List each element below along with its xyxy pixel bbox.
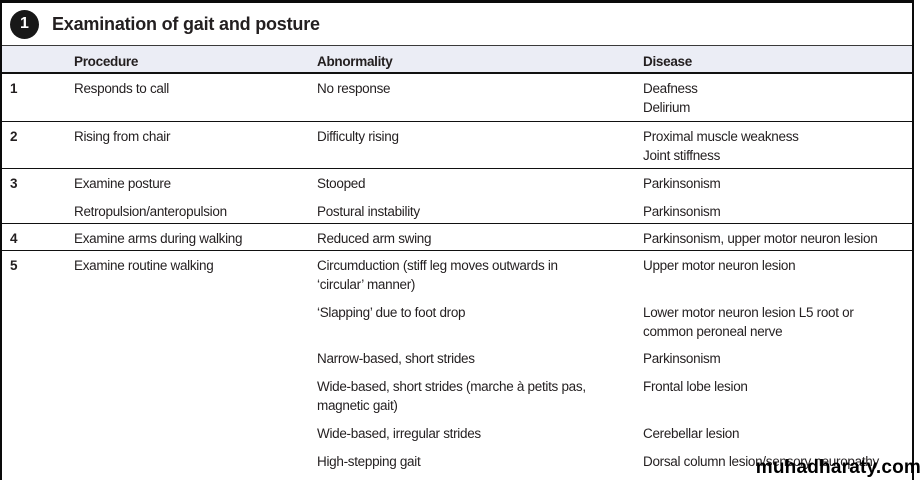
header-abnormality: Abnormality (317, 54, 393, 69)
title-bar: 1 Examination of gait and posture (2, 3, 912, 46)
row-subrows: Examine posture Stooped Parkinsonism Ret… (74, 169, 912, 223)
table-row: 5 Examine routine walking Circumduction … (2, 251, 912, 471)
sub-row: High-stepping gait Dorsal column lesion/… (317, 447, 912, 471)
abnormality-cell: Circumduction (stiff leg moves outwards … (317, 258, 558, 292)
procedure-cell: Examine arms during walking (74, 231, 243, 246)
header-procedure: Procedure (74, 54, 139, 69)
abnormality-cell: Reduced arm swing (317, 231, 432, 246)
disease-cell: Frontal lobe lesion (643, 379, 748, 394)
disease-cell: Deafness Delirium (643, 81, 698, 115)
sub-row: Retropulsion/anteropulsion Postural inst… (74, 197, 912, 221)
abnormality-cell: Stooped (317, 176, 366, 191)
row-number: 2 (10, 129, 18, 144)
row-subrows: Circumduction (stiff leg moves outwards … (317, 251, 912, 471)
procedure-cell: Examine routine walking (74, 258, 214, 273)
procedure-cell: Examine posture (74, 176, 171, 191)
sub-row: Circumduction (stiff leg moves outwards … (317, 251, 912, 298)
table-row: 4 Examine arms during walking Reduced ar… (2, 224, 912, 251)
abnormality-cell: Wide-based, irregular strides (317, 426, 481, 441)
disease-cell: Parkinsonism, upper motor neuron lesion (643, 231, 878, 246)
disease-cell: Lower motor neuron lesion L5 root or com… (643, 305, 854, 339)
row-number: 4 (10, 231, 18, 246)
disease-cell: Parkinsonism (643, 351, 721, 366)
sub-row: Examine posture Stooped Parkinsonism (74, 169, 912, 197)
sub-row: Wide-based, irregular strides Cerebellar… (317, 419, 912, 447)
row-number: 5 (10, 258, 18, 273)
table-row: 3 Examine posture Stooped Parkinsonism R… (2, 169, 912, 224)
disease-cell: Proximal muscle weakness Joint stiffness (643, 129, 799, 163)
row-number: 1 (10, 81, 18, 96)
sub-row: ‘Slapping’ due to foot drop Lower motor … (317, 298, 912, 344)
abnormality-cell: Wide-based, short strides (marche à peti… (317, 379, 586, 413)
disease-cell: Dorsal column lesion/sensory neuropathy (643, 454, 879, 469)
procedure-cell: Retropulsion/anteropulsion (74, 204, 227, 219)
table-row: 2 Rising from chair Difficulty rising Pr… (2, 122, 912, 169)
abnormality-cell: Difficulty rising (317, 129, 399, 144)
abnormality-cell: High-stepping gait (317, 454, 421, 469)
disease-cell: Parkinsonism (643, 204, 721, 219)
abnormality-cell: Postural instability (317, 204, 420, 219)
row-body: Examine routine walking Circumduction (s… (74, 251, 912, 471)
watermark-text: muhadharaty.com (755, 457, 921, 478)
procedure-cell: Rising from chair (74, 129, 171, 144)
item-number-badge: 1 (10, 9, 39, 39)
sub-row: Wide-based, short strides (marche à peti… (317, 372, 912, 419)
disease-cell: Parkinsonism (643, 176, 721, 191)
disease-cell: Cerebellar lesion (643, 426, 740, 441)
row-number: 3 (10, 176, 18, 191)
page-title: Examination of gait and posture (52, 13, 320, 34)
header-disease: Disease (643, 54, 692, 69)
abnormality-cell: ‘Slapping’ due to foot drop (317, 305, 466, 320)
abnormality-cell: Narrow-based, short strides (317, 351, 475, 366)
table-header-row: Procedure Abnormality Disease (2, 46, 912, 74)
table-row: 1 Responds to call No response Deafness … (2, 74, 912, 122)
disease-cell: Upper motor neuron lesion (643, 258, 796, 273)
sub-row: Narrow-based, short strides Parkinsonism (317, 344, 912, 372)
abnormality-cell: No response (317, 81, 391, 96)
header-number-column (2, 46, 74, 72)
procedure-cell: Responds to call (74, 81, 170, 96)
